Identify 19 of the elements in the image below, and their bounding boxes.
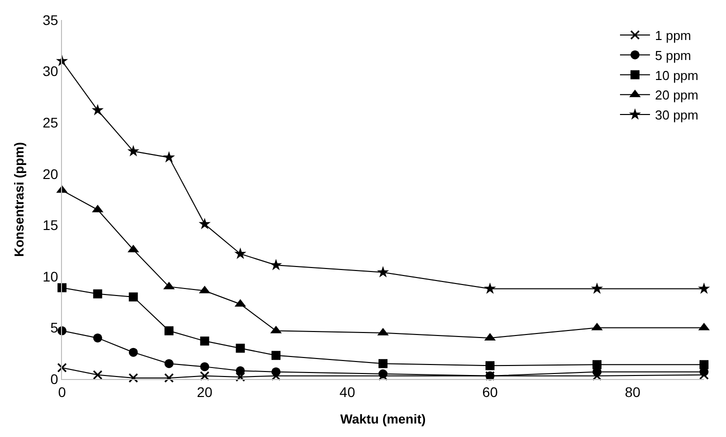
x-axis-title: Waktu (menit) [340, 411, 426, 426]
x-tick-label: 40 [340, 384, 356, 400]
y-tick-label: 20 [42, 166, 58, 182]
y-tick-label: 30 [42, 63, 58, 80]
legend-label: 20 ppm [655, 88, 698, 103]
y-tick-label: 25 [42, 114, 58, 130]
x-tick-label: 20 [196, 384, 213, 400]
legend-label: 10 ppm [655, 68, 698, 83]
y-tick-label: 35 [42, 12, 58, 28]
y-tick-label: 5 [50, 320, 58, 336]
legend-label: 5 ppm [655, 48, 692, 63]
y-tick-label: 0 [50, 370, 58, 387]
x-tick-label: 60 [482, 384, 498, 400]
y-tick-label: 15 [42, 217, 58, 234]
legend-label: 30 ppm [655, 108, 698, 123]
x-tick-label: 80 [624, 384, 641, 400]
legend-label: 1 ppm [655, 28, 692, 44]
y-tick-label: 10 [42, 268, 58, 284]
y-axis-title: Konsentrasi (ppm) [12, 142, 27, 257]
